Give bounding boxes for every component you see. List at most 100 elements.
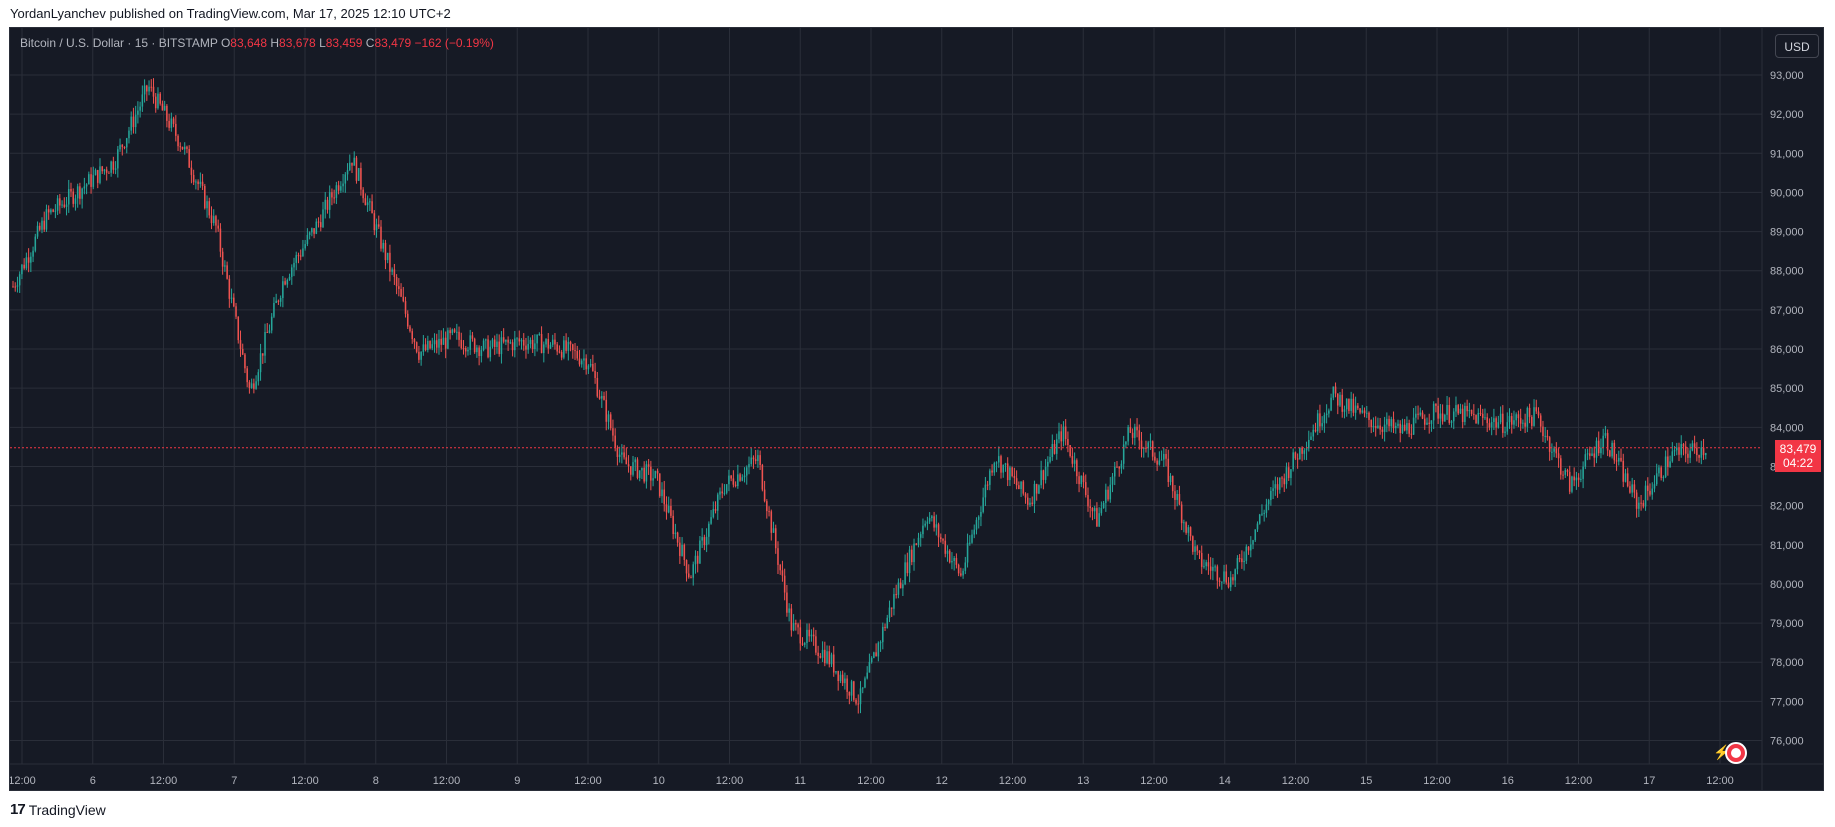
price-chart[interactable]: 93,000 92,000 91,000 90,000 89,000 88,000 87,0… xyxy=(10,28,1823,790)
candle-body xyxy=(1655,473,1658,485)
x-tick-label: 9 xyxy=(514,775,520,787)
candle-body xyxy=(1142,447,1145,450)
candle-body xyxy=(1265,504,1268,513)
close-value: 83,479 xyxy=(374,36,412,50)
candle-body xyxy=(674,532,677,535)
candle-body xyxy=(1308,439,1310,449)
candle-body xyxy=(527,343,529,350)
candle-body xyxy=(699,540,701,564)
candle-body xyxy=(431,344,434,349)
candle-body xyxy=(1062,426,1065,442)
candle-body xyxy=(50,209,52,213)
x-tick-label: 12 xyxy=(936,775,948,787)
candle-body xyxy=(1136,426,1138,431)
candle-body xyxy=(400,288,402,297)
candle-body xyxy=(877,642,880,657)
x-tick-label: 12:00 xyxy=(1140,775,1168,787)
candle-body xyxy=(313,228,315,234)
candle-body xyxy=(1022,481,1025,494)
candle-body xyxy=(172,118,175,124)
candle-body xyxy=(166,105,168,121)
candle-body xyxy=(1281,477,1283,479)
candle-body xyxy=(373,213,376,231)
candle-body xyxy=(1109,484,1112,500)
candle-body xyxy=(1330,397,1332,411)
candle-body xyxy=(453,329,456,332)
y-tick-label: 86,000 xyxy=(1770,344,1804,356)
candle-body xyxy=(74,198,77,204)
candle-body xyxy=(1618,457,1620,462)
candle-body xyxy=(1481,413,1484,418)
candle-body xyxy=(940,537,942,539)
candle-body xyxy=(429,340,431,349)
candle-body xyxy=(1125,441,1127,445)
candle-body xyxy=(1591,453,1593,456)
candle-body xyxy=(955,558,958,565)
candle-body xyxy=(183,146,186,150)
candle-body xyxy=(427,340,429,350)
candle-body xyxy=(1218,580,1221,582)
us-flag-icon[interactable] xyxy=(1725,742,1747,764)
candle-body xyxy=(1285,467,1288,485)
candle-body xyxy=(1301,447,1303,454)
candle-body xyxy=(1542,426,1544,437)
candle-body xyxy=(14,286,17,288)
candle-body xyxy=(770,511,773,533)
chart-frame[interactable]: 93,000 92,000 91,000 90,000 89,000 88,000 87,0… xyxy=(9,27,1824,791)
candle-body xyxy=(1577,477,1580,480)
candle-body xyxy=(630,466,632,475)
candle-body xyxy=(1006,463,1009,481)
candle-body xyxy=(362,189,364,199)
candle-body xyxy=(969,542,971,544)
candle-body xyxy=(1403,424,1406,431)
x-tick-label: 12:00 xyxy=(1282,775,1310,787)
x-tick-label: 16 xyxy=(1502,775,1514,787)
candle-body xyxy=(1087,495,1089,507)
candle-body xyxy=(188,148,190,168)
candle-body xyxy=(1247,546,1250,551)
candle-body xyxy=(1441,413,1444,422)
candle-body xyxy=(1689,450,1691,458)
candle-body xyxy=(1120,463,1123,469)
candle-body xyxy=(1444,414,1446,422)
candle-body xyxy=(413,339,416,343)
candle-body xyxy=(652,478,654,481)
candle-body xyxy=(1622,460,1625,482)
candle-body xyxy=(645,464,648,482)
candle-body xyxy=(235,306,237,317)
candle-body xyxy=(139,106,141,111)
candle-body xyxy=(1292,452,1294,470)
candle-body xyxy=(52,209,54,212)
candle-body xyxy=(1131,432,1134,438)
candle-body xyxy=(61,204,63,206)
candle-body xyxy=(1303,450,1306,454)
candle-body xyxy=(1477,412,1480,424)
candle-body xyxy=(1138,430,1141,441)
candle-body xyxy=(534,343,536,349)
high-label: H xyxy=(270,36,280,50)
candle-body xyxy=(1557,453,1560,459)
candle-body xyxy=(683,544,686,560)
candle-body xyxy=(311,228,313,233)
candle-body xyxy=(884,626,886,629)
candle-body xyxy=(204,186,206,209)
candle-body xyxy=(150,86,153,88)
candle-body xyxy=(1332,386,1335,398)
candle-body xyxy=(228,278,231,299)
candle-body xyxy=(781,570,784,576)
candle-body xyxy=(1640,502,1642,504)
candle-body xyxy=(1564,470,1567,475)
candle-body xyxy=(96,170,99,183)
candle-body xyxy=(589,364,592,366)
candle-body xyxy=(536,334,538,344)
candle-body xyxy=(1667,456,1669,468)
candle-body xyxy=(16,285,19,287)
candle-body xyxy=(366,202,369,206)
candle-body xyxy=(340,186,342,191)
candle-body xyxy=(1020,481,1022,490)
candle-body xyxy=(348,162,351,171)
candle-body xyxy=(1004,463,1007,465)
candle-body xyxy=(1571,476,1573,492)
currency-button[interactable]: USD xyxy=(1775,34,1819,58)
candle-body xyxy=(1475,414,1477,424)
